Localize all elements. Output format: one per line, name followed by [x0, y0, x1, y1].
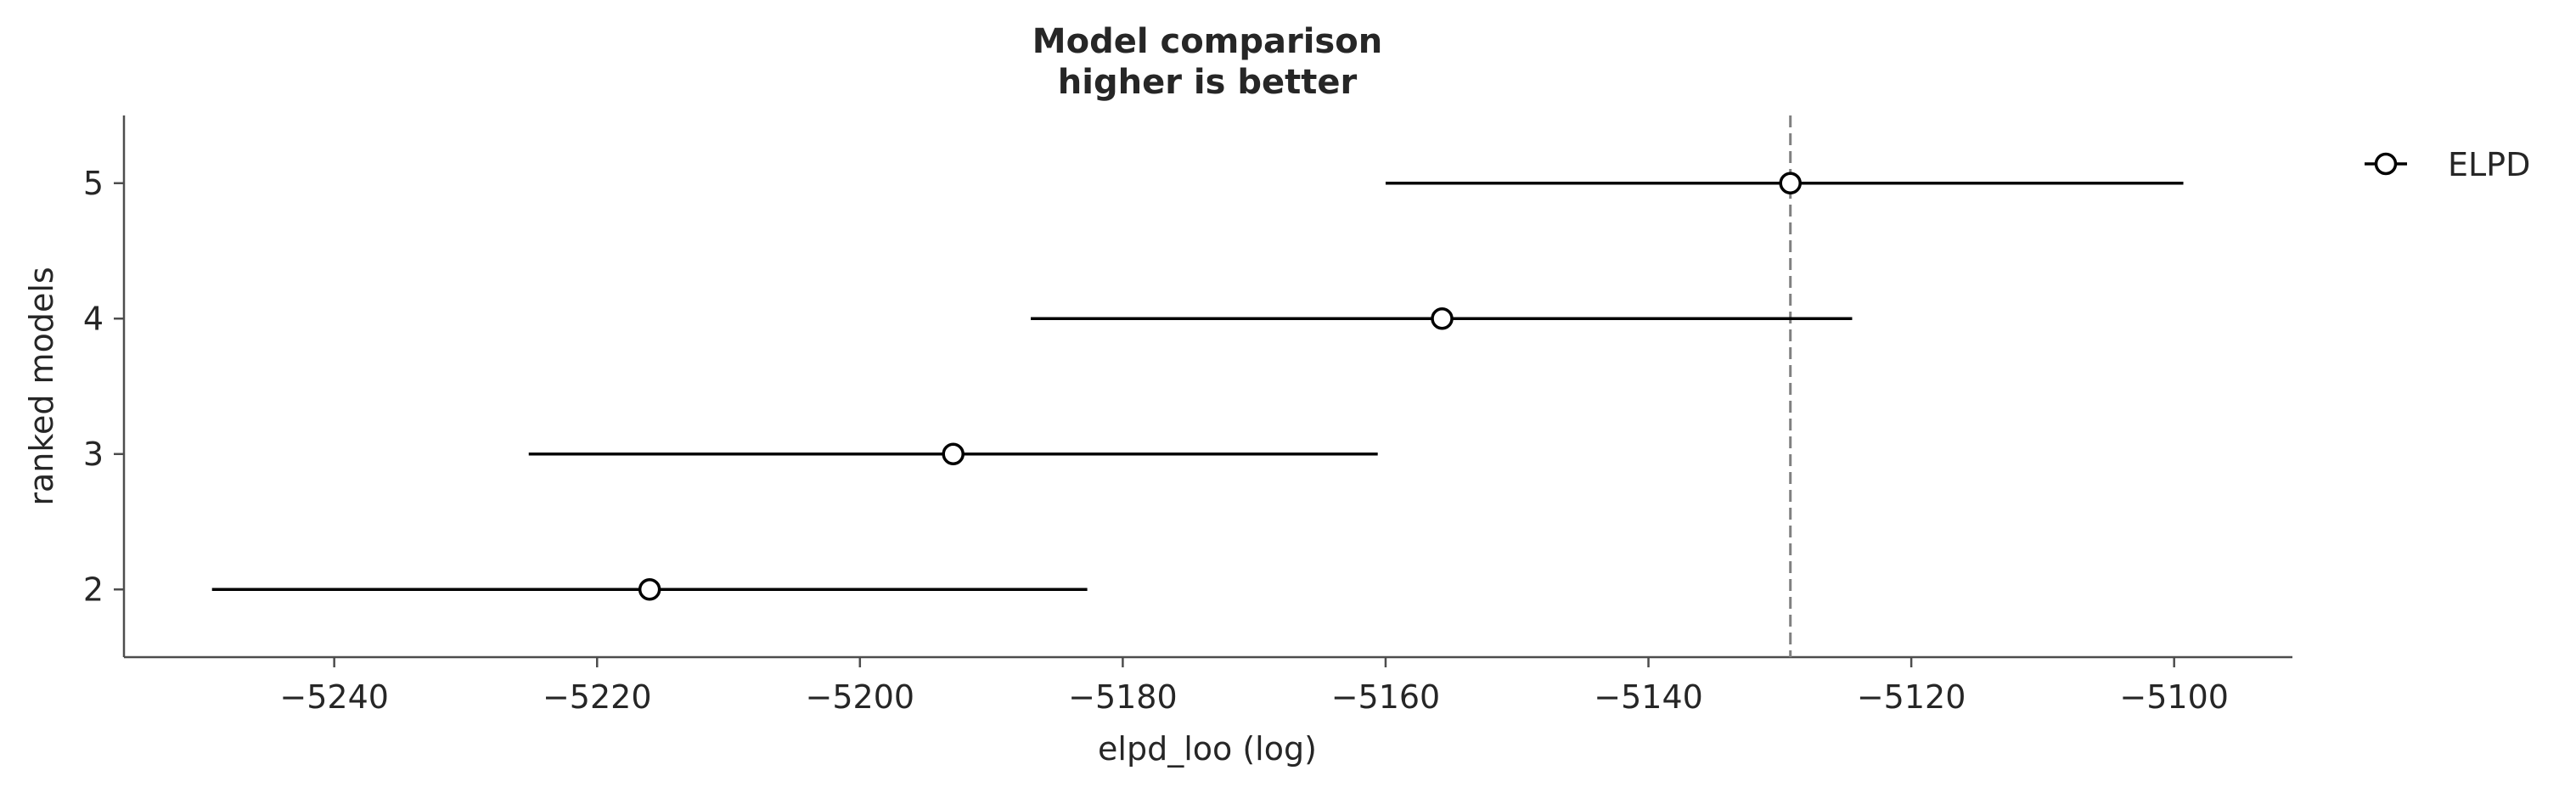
x-axis-label: elpd_loo (log): [1098, 730, 1317, 768]
x-tick-label: −5180: [1068, 678, 1178, 716]
legend: ELPD: [2365, 146, 2530, 183]
x-tick-label: −5200: [806, 678, 915, 716]
elpd-point-model-4: [1431, 307, 1454, 330]
elpd-point-model-5: [1779, 172, 1802, 194]
chart-title-line-1: Model comparison: [1032, 22, 1382, 61]
plot-area: −5240 −5220 −5200 −5180 −5160 −5140 −5120 −5100…: [83, 115, 2292, 716]
legend-label: ELPD: [2448, 146, 2530, 183]
x-tick-label: −5140: [1594, 678, 1703, 716]
x-tick-label: −5160: [1331, 678, 1441, 716]
x-tick-label: −5220: [543, 678, 652, 716]
y-tick-label: 4: [83, 300, 104, 337]
y-axis-label: ranked models: [23, 267, 60, 505]
y-tick-label: 2: [83, 571, 104, 608]
chart-title-line-2: higher is better: [1058, 63, 1358, 102]
x-tick-label: −5120: [1857, 678, 1966, 716]
y-tick-label: 3: [83, 436, 104, 473]
legend-marker: [2374, 152, 2398, 176]
elpd-point-model-2: [638, 578, 661, 601]
x-tick-label: −5100: [2119, 678, 2229, 716]
y-tick-label: 5: [83, 165, 104, 202]
x-tick-label: −5240: [279, 678, 389, 716]
elpd-point-model-3: [942, 442, 965, 465]
